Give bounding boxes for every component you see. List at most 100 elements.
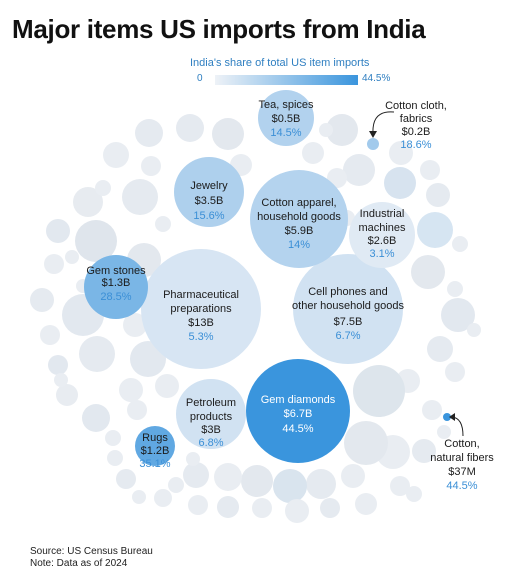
bubble-4-share: 14% [288, 239, 310, 251]
background-bubble [417, 212, 453, 248]
bubble-11-name-line-1: Cotton cloth, [385, 100, 447, 112]
bubble-7-name-line-2: machines [358, 222, 406, 234]
bubble-5-share: 15.6% [193, 210, 224, 222]
background-bubble [412, 439, 436, 463]
bubble-8-share: 28.5% [100, 291, 131, 303]
bubble-3-share: 44.5% [282, 423, 313, 435]
background-bubble [306, 469, 336, 499]
background-bubble [420, 160, 440, 180]
background-bubble [119, 378, 143, 402]
background-bubble [107, 450, 123, 466]
bubble-2-name-line-2: other household goods [292, 300, 404, 312]
background-bubble [95, 180, 111, 196]
bubble-8-name-line-1: Gem stones [86, 265, 146, 277]
background-bubble [447, 281, 463, 297]
background-bubble [122, 179, 158, 215]
callout-arrowhead-2 [449, 413, 455, 421]
bubble-5-name-line-1: Jewelry [190, 180, 228, 192]
bubble-12-name-line-1: Cotton, [444, 438, 479, 450]
background-bubble [127, 400, 147, 420]
chart-footer: Source: US Census Bureau Note: Data as o… [30, 546, 153, 570]
background-bubble [79, 336, 115, 372]
bubble-4-name-line-2: household goods [257, 211, 341, 223]
bubble-12 [443, 413, 451, 421]
background-bubble [241, 465, 273, 497]
background-bubble [406, 486, 422, 502]
callout-arrow-1 [372, 111, 395, 134]
bubble-11-name-line-2: fabrics [400, 113, 433, 125]
background-bubble [186, 452, 200, 466]
background-bubble [355, 493, 377, 515]
bubble-6-name-line-1: Petroleum [186, 397, 236, 409]
background-bubble [30, 288, 54, 312]
background-bubble [320, 498, 340, 518]
bubble-11-value: $0.2B [402, 126, 431, 138]
bubble-2-share: 6.7% [335, 330, 360, 342]
bubble-7 [349, 202, 415, 268]
background-bubble [73, 187, 103, 217]
background-bubble [217, 496, 239, 518]
background-bubble [441, 298, 475, 332]
bubble-6 [176, 379, 246, 449]
background-bubble [141, 156, 161, 176]
bubble-7-share: 3.1% [369, 248, 394, 260]
background-bubble [75, 220, 117, 262]
bubble-6-value: $3B [201, 424, 221, 436]
bubble-11 [367, 138, 379, 150]
background-bubble [56, 384, 78, 406]
data-note: Note: Data as of 2024 [30, 558, 128, 569]
legend-max-label: 44.5% [362, 73, 391, 84]
background-bubble [389, 141, 413, 165]
bubble-1-name-line-2: preparations [170, 303, 232, 315]
bubble-2-value: $7.5B [334, 316, 363, 328]
background-bubble [116, 469, 136, 489]
bubble-4-name-line-1: Cotton apparel, [261, 197, 336, 209]
bubble-9-value: $1.2B [141, 445, 170, 457]
bubble-5-value: $3.5B [195, 195, 224, 207]
background-bubble [155, 216, 171, 232]
background-bubble [273, 469, 307, 503]
background-bubble [155, 374, 179, 398]
background-bubble [123, 313, 147, 337]
background-bubble [168, 477, 184, 493]
background-bubble [214, 463, 242, 491]
background-bubble [82, 404, 110, 432]
background-bubble [302, 142, 324, 164]
background-bubble [427, 336, 453, 362]
background-bubble [252, 498, 272, 518]
background-bubble [422, 400, 442, 420]
bubble-2 [293, 254, 403, 364]
bubble-10-name-line-1: Tea, spices [258, 99, 314, 111]
background-bubble [353, 365, 405, 417]
background-bubble [132, 490, 146, 504]
background-bubble [176, 114, 204, 142]
chart-title: Major items US imports from India [12, 14, 426, 44]
bubble-9-name-line-1: Rugs [142, 432, 168, 444]
background-bubble [285, 499, 309, 523]
bubble-9-share: 35.1% [139, 458, 170, 470]
bubble-12-value: $37M [448, 466, 476, 478]
bubble-1-share: 5.3% [188, 331, 213, 343]
background-bubble [54, 373, 68, 387]
bubble-3-name-line-1: Gem diamonds [261, 394, 336, 406]
bubble-10 [258, 90, 314, 146]
background-bubble [105, 430, 121, 446]
background-bubble [183, 462, 209, 488]
bubble-11-share: 18.6% [400, 139, 431, 151]
background-bubble [426, 183, 450, 207]
bubble-7-name-line-1: Industrial [360, 208, 405, 220]
bubble-6-name-line-2: products [190, 411, 233, 423]
background-bubble [48, 355, 68, 375]
background-bubble [40, 325, 60, 345]
legend-min-label: 0 [197, 73, 203, 84]
legend-color-scale [215, 75, 358, 85]
background-bubble [445, 362, 465, 382]
background-bubble [326, 114, 358, 146]
background-bubble [103, 142, 129, 168]
background-bubble [384, 167, 416, 199]
background-bubble [212, 118, 244, 150]
bubble-4 [250, 170, 348, 268]
bubble-3-value: $6.7B [284, 408, 313, 420]
background-bubble [319, 123, 333, 137]
